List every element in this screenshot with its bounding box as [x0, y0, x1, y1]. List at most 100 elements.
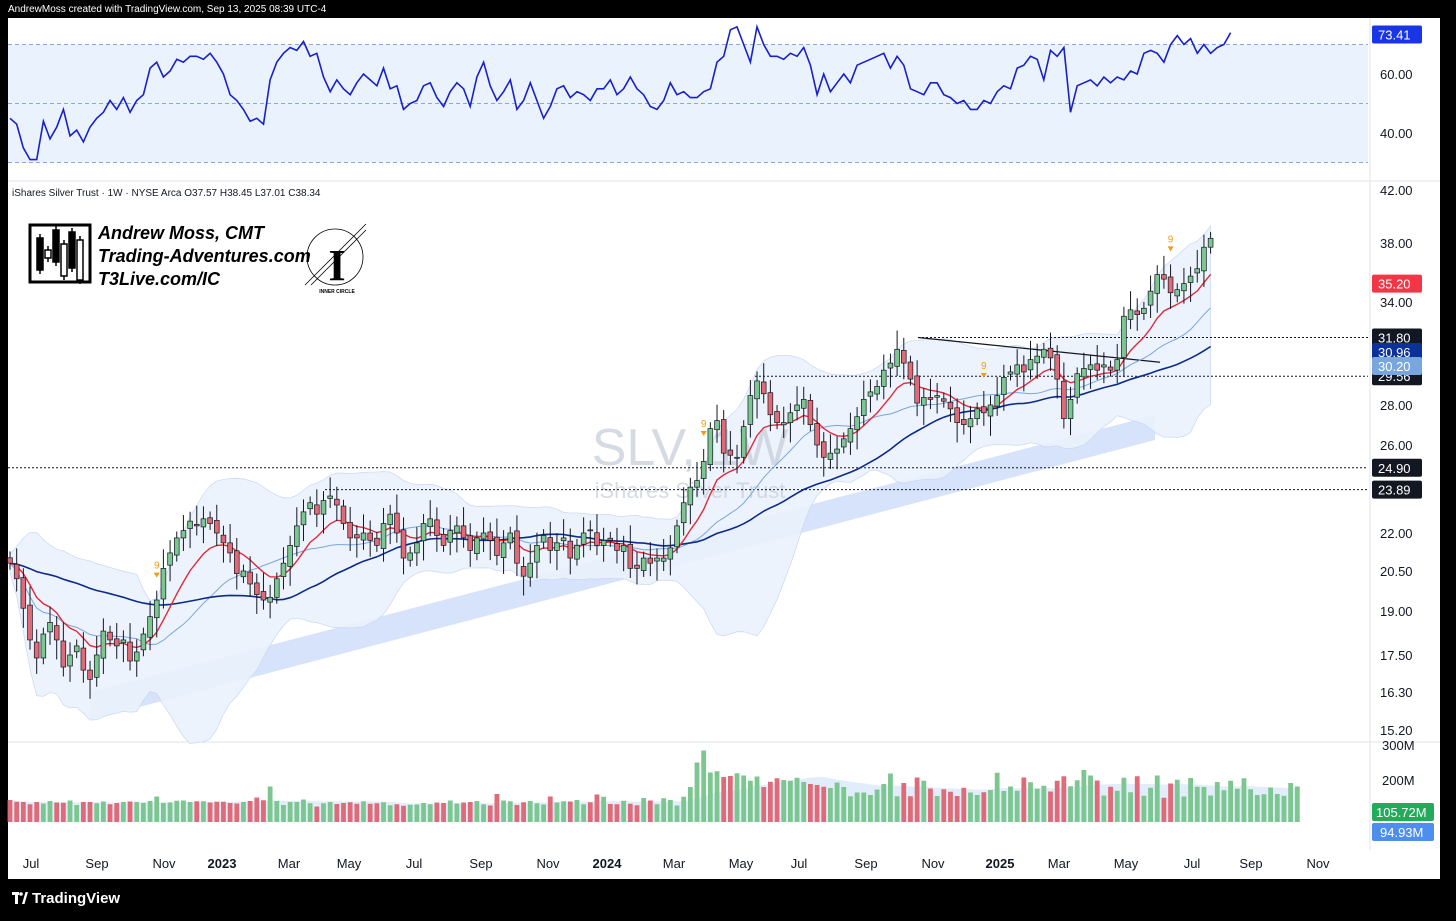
volume-bar: [901, 783, 907, 822]
volume-bar: [1148, 787, 1153, 822]
volume-bar: [181, 800, 186, 822]
candle-body: [220, 534, 227, 544]
volume-bar: [707, 772, 713, 822]
candle-body: [514, 530, 520, 564]
volume-bar: [781, 780, 787, 822]
candle-body: [800, 398, 807, 409]
volume-bar: [141, 802, 146, 822]
candle-body: [874, 386, 880, 395]
candle-body: [127, 641, 133, 662]
x-tick-label: Jul: [791, 856, 808, 871]
candle-body: [887, 362, 894, 369]
volume-bar: [894, 796, 900, 822]
candle-body: [73, 645, 80, 653]
candle-body: [1007, 371, 1014, 375]
ma-badge-text: 30.20: [1378, 359, 1411, 374]
volume-bar: [1141, 795, 1147, 822]
x-tick-label: Mar: [278, 856, 301, 871]
volume-bar: [954, 796, 960, 822]
candle-body: [1154, 274, 1160, 294]
volume-bar: [361, 801, 366, 822]
volume-bar: [321, 803, 326, 822]
level-badge-text: 23.89: [1378, 483, 1411, 498]
candle-body: [340, 505, 347, 524]
x-tick-label: 2023: [208, 856, 237, 871]
logo-site1: Trading-Adventures.com: [98, 246, 311, 266]
volume-bar: [921, 780, 927, 822]
tradingview-icon: [12, 891, 28, 904]
volume-bar: [1134, 776, 1140, 822]
candle-body: [600, 540, 607, 546]
candle-body: [540, 535, 547, 543]
volume-bar: [1061, 776, 1067, 822]
candle-body: [854, 416, 860, 431]
volume-bar: [1121, 777, 1127, 822]
candle-body: [254, 582, 260, 595]
candle-body: [660, 557, 667, 562]
volume-bar: [54, 802, 60, 822]
candle-body: [780, 422, 787, 426]
volume-bar: [594, 794, 600, 822]
candle-body: [100, 630, 107, 659]
rsi-panel: 60.00 40.00 73.41: [8, 23, 1422, 163]
candle-body: [547, 537, 554, 551]
candle-body: [954, 407, 960, 423]
volume-bar: [100, 801, 106, 822]
volume-bar: [848, 796, 853, 822]
volume-bar: [908, 796, 913, 822]
candle-body: [1014, 364, 1020, 375]
x-tick-label: May: [337, 856, 362, 871]
volume-bar: [201, 801, 206, 822]
candle-body: [554, 542, 560, 551]
candle-body: [587, 529, 594, 532]
logo-site2: T3Live.com/IC: [98, 269, 221, 289]
volume-bar: [888, 773, 893, 822]
volume-bar: [547, 796, 553, 822]
volume-bar: [174, 800, 180, 822]
volume-bar: [87, 802, 93, 822]
volume-bar: [828, 788, 833, 822]
candle-body: [827, 452, 834, 460]
volume-bar: [1041, 785, 1047, 822]
volume-bar: [934, 796, 940, 822]
volume-bar: [1188, 778, 1193, 822]
volume-bar: [1294, 786, 1300, 822]
volume-bar: [928, 788, 933, 822]
candle-body: [1101, 364, 1107, 368]
candle-body: [80, 647, 87, 671]
volume-bar: [120, 802, 126, 822]
candle-body: [214, 520, 220, 534]
logo-candle-body: [60, 243, 68, 277]
candle-body: [454, 525, 460, 534]
volume-bar: [787, 780, 793, 822]
volume-bar: [647, 800, 653, 822]
volume-average-badge: [1372, 823, 1434, 841]
volume-tick-label: 200M: [1382, 773, 1415, 788]
volume-bar: [1181, 796, 1187, 822]
x-tick-label: May: [729, 856, 754, 871]
tradingview-logo[interactable]: TradingView: [12, 890, 120, 907]
candle-body: [914, 375, 920, 404]
candle-body: [1107, 366, 1114, 371]
volume-bar: [1108, 786, 1113, 822]
candle-body: [467, 535, 473, 551]
candle-body: [674, 525, 680, 548]
td9-label: 9: [154, 561, 160, 572]
volume-bar: [747, 780, 753, 822]
x-tick-label: Sep: [1239, 856, 1262, 871]
volume-bar: [881, 784, 887, 822]
volume-bar: [254, 797, 260, 822]
symbol-line: iShares Silver Trust · 1W · NYSE Arca O3…: [12, 188, 321, 199]
candle-body: [334, 498, 340, 506]
volume-bar: [194, 801, 200, 822]
candle-body: [27, 604, 33, 641]
volume-bar: [721, 777, 727, 822]
candle-body: [1127, 309, 1134, 320]
watermark-ticker: SLV, 1W: [592, 419, 789, 477]
candle-body: [507, 532, 514, 544]
price-tick-label: 16.30: [1380, 685, 1413, 700]
volume-bar: [467, 802, 473, 822]
volume-bar: [681, 796, 687, 822]
volume-bar: [948, 791, 953, 822]
